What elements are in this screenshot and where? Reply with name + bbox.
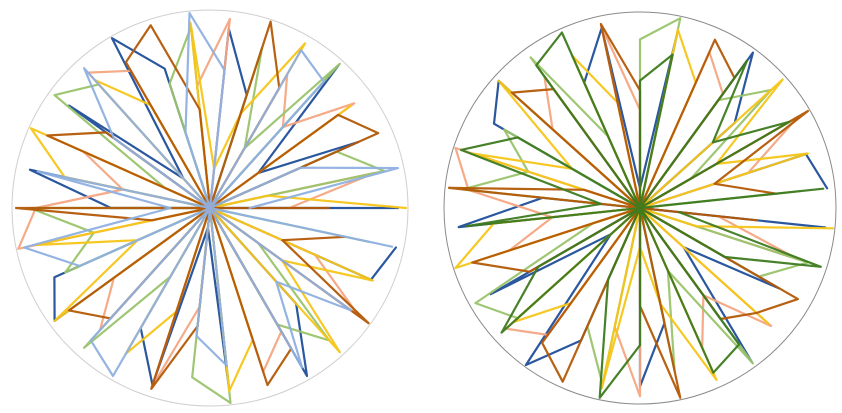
polar-chart bbox=[11, 9, 409, 407]
polar-chart bbox=[443, 11, 837, 405]
series-line bbox=[459, 31, 825, 399]
grid-circle bbox=[11, 9, 409, 407]
grid-circle bbox=[443, 11, 837, 405]
series-line bbox=[23, 12, 399, 378]
series-line bbox=[17, 17, 376, 388]
series-line bbox=[454, 24, 800, 398]
